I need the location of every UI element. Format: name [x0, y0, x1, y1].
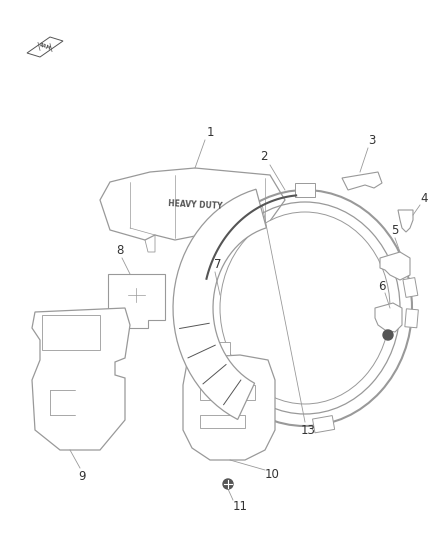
Circle shape	[223, 479, 233, 489]
Text: 6: 6	[378, 279, 386, 293]
Polygon shape	[380, 252, 410, 280]
Text: 8: 8	[117, 245, 124, 257]
Polygon shape	[205, 342, 230, 355]
Text: 4: 4	[420, 192, 428, 206]
Polygon shape	[405, 309, 418, 328]
Text: 11: 11	[233, 500, 247, 513]
Polygon shape	[173, 189, 266, 419]
Text: RAM: RAM	[38, 43, 52, 52]
Text: 2: 2	[260, 150, 268, 164]
Text: HEAVY DUTY: HEAVY DUTY	[168, 199, 223, 211]
Polygon shape	[192, 278, 207, 297]
Text: 9: 9	[78, 470, 86, 482]
Ellipse shape	[220, 212, 390, 404]
Polygon shape	[200, 415, 245, 428]
Polygon shape	[108, 274, 165, 328]
Text: 3: 3	[368, 133, 376, 147]
Polygon shape	[32, 308, 130, 450]
Text: 13: 13	[300, 424, 315, 437]
Polygon shape	[403, 278, 418, 297]
Polygon shape	[183, 355, 275, 460]
Polygon shape	[313, 416, 335, 433]
Polygon shape	[295, 183, 315, 197]
Polygon shape	[42, 315, 100, 350]
Circle shape	[383, 330, 393, 340]
Text: 7: 7	[214, 257, 222, 271]
Text: 10: 10	[265, 467, 279, 481]
Polygon shape	[342, 172, 382, 190]
Polygon shape	[398, 210, 413, 232]
Polygon shape	[200, 385, 255, 400]
Polygon shape	[100, 168, 285, 240]
Text: 1: 1	[206, 126, 214, 140]
Polygon shape	[375, 303, 402, 332]
Text: 5: 5	[391, 224, 399, 238]
